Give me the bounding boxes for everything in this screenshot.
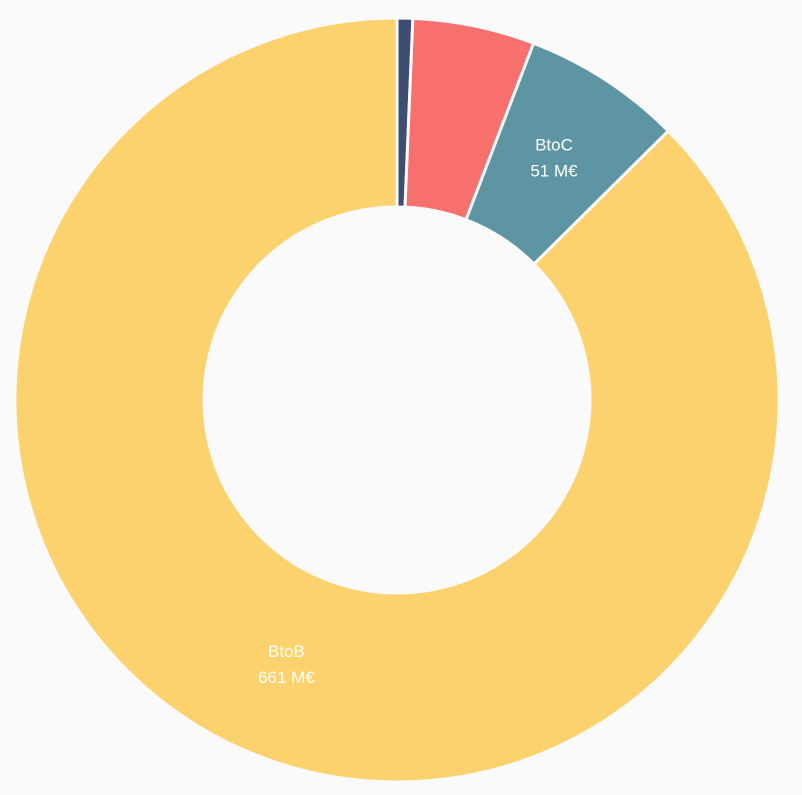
slice-label: BtoB — [268, 642, 305, 661]
donut-slice — [13, 16, 781, 784]
slice-value-label: 51 M€ — [530, 162, 578, 181]
slice-label: BtoC — [535, 136, 573, 155]
slice-value-label: 661 M€ — [258, 668, 315, 687]
